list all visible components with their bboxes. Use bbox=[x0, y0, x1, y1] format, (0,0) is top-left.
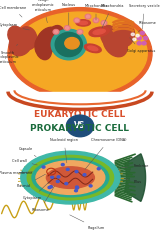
Ellipse shape bbox=[8, 8, 152, 99]
Text: Cell wall: Cell wall bbox=[12, 159, 37, 165]
Ellipse shape bbox=[35, 37, 52, 60]
Circle shape bbox=[75, 171, 78, 173]
Ellipse shape bbox=[13, 12, 147, 95]
Text: PROKARYOTIC CELL: PROKARYOTIC CELL bbox=[31, 124, 129, 133]
Circle shape bbox=[76, 187, 79, 189]
Polygon shape bbox=[124, 154, 146, 201]
Text: EUKARYOTIC CELL: EUKARYOTIC CELL bbox=[34, 110, 126, 119]
Circle shape bbox=[48, 186, 51, 189]
Circle shape bbox=[133, 38, 136, 41]
Text: Nucleoid region: Nucleoid region bbox=[50, 138, 78, 163]
Text: Rough
endoplasmic
reticulum: Rough endoplasmic reticulum bbox=[32, 0, 55, 23]
Ellipse shape bbox=[9, 31, 32, 56]
Circle shape bbox=[66, 27, 69, 29]
Ellipse shape bbox=[32, 158, 109, 197]
Circle shape bbox=[50, 186, 52, 188]
Ellipse shape bbox=[103, 30, 127, 57]
Circle shape bbox=[144, 36, 148, 40]
Text: Mitochondria: Mitochondria bbox=[84, 4, 108, 20]
Circle shape bbox=[77, 30, 83, 34]
Circle shape bbox=[136, 34, 139, 37]
Text: Pilus: Pilus bbox=[124, 178, 142, 184]
Text: VS: VS bbox=[74, 121, 86, 130]
Circle shape bbox=[66, 168, 69, 170]
Circle shape bbox=[89, 185, 92, 187]
Text: Plasma membrane: Plasma membrane bbox=[0, 171, 33, 175]
Ellipse shape bbox=[46, 167, 94, 188]
Ellipse shape bbox=[27, 156, 114, 200]
Circle shape bbox=[66, 115, 94, 137]
Circle shape bbox=[78, 30, 82, 33]
Circle shape bbox=[51, 176, 54, 178]
Circle shape bbox=[137, 36, 141, 40]
Ellipse shape bbox=[21, 151, 120, 204]
Ellipse shape bbox=[93, 29, 105, 34]
Text: Cell membrane: Cell membrane bbox=[0, 6, 26, 17]
Ellipse shape bbox=[84, 44, 101, 53]
Ellipse shape bbox=[88, 46, 98, 51]
Text: Secretory vesicle: Secretory vesicle bbox=[129, 4, 159, 29]
Ellipse shape bbox=[18, 27, 37, 50]
Circle shape bbox=[137, 42, 141, 45]
Circle shape bbox=[56, 180, 59, 183]
Text: Nucleus: Nucleus bbox=[62, 3, 76, 25]
Circle shape bbox=[75, 190, 77, 192]
Ellipse shape bbox=[76, 20, 90, 26]
Ellipse shape bbox=[36, 27, 60, 54]
Text: Fimbriae: Fimbriae bbox=[121, 164, 148, 168]
Ellipse shape bbox=[55, 32, 82, 57]
Text: Capsule: Capsule bbox=[19, 147, 36, 157]
Circle shape bbox=[65, 183, 68, 185]
Ellipse shape bbox=[51, 29, 86, 60]
Circle shape bbox=[74, 18, 80, 23]
Circle shape bbox=[85, 14, 91, 19]
Circle shape bbox=[101, 21, 107, 25]
Circle shape bbox=[76, 186, 78, 188]
Circle shape bbox=[94, 19, 98, 22]
Ellipse shape bbox=[115, 24, 135, 47]
Text: Chromosome (DNA): Chromosome (DNA) bbox=[85, 138, 127, 169]
Text: Plasmid: Plasmid bbox=[17, 174, 46, 188]
Circle shape bbox=[64, 26, 70, 30]
Circle shape bbox=[61, 163, 64, 166]
Text: Ribosome: Ribosome bbox=[138, 21, 156, 32]
Circle shape bbox=[131, 33, 134, 36]
Ellipse shape bbox=[65, 37, 79, 49]
Text: Ribosome: Ribosome bbox=[31, 186, 55, 212]
Circle shape bbox=[93, 18, 99, 23]
Text: Mitochondria: Mitochondria bbox=[100, 4, 124, 28]
Circle shape bbox=[53, 30, 59, 34]
Circle shape bbox=[54, 30, 58, 33]
Circle shape bbox=[57, 176, 60, 178]
Circle shape bbox=[140, 31, 144, 35]
Ellipse shape bbox=[79, 21, 88, 24]
Ellipse shape bbox=[89, 27, 109, 37]
Text: Cytoplasm: Cytoplasm bbox=[22, 182, 49, 200]
Circle shape bbox=[86, 15, 90, 18]
Circle shape bbox=[102, 22, 106, 24]
Circle shape bbox=[97, 168, 100, 170]
Ellipse shape bbox=[101, 25, 117, 46]
Text: Cytoplasm: Cytoplasm bbox=[0, 24, 29, 30]
Ellipse shape bbox=[48, 25, 64, 46]
Bar bbox=[0, 92, 160, 127]
Text: Smooth
endoplasmic
reticulum: Smooth endoplasmic reticulum bbox=[0, 44, 19, 64]
Circle shape bbox=[42, 166, 45, 168]
Circle shape bbox=[83, 174, 86, 176]
Circle shape bbox=[75, 19, 78, 22]
Text: Golgi apparatus: Golgi apparatus bbox=[127, 38, 155, 53]
Ellipse shape bbox=[8, 26, 24, 45]
Circle shape bbox=[142, 42, 146, 45]
Ellipse shape bbox=[36, 161, 105, 194]
Text: Flagellum: Flagellum bbox=[70, 215, 105, 230]
